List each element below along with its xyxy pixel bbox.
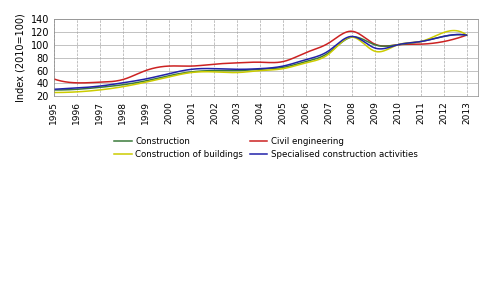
Civil engineering [78,81,84,85]
Specialised construction activities [351,35,357,38]
Civil engineering [312,48,317,51]
Line: Specialised construction activities: Specialised construction activities [54,34,466,89]
Civil engineering [463,33,469,37]
Civil engineering [102,80,107,84]
Specialised construction activities [463,33,469,37]
Legend: Construction, Construction of buildings, Civil engineering, Specialised construc: Construction, Construction of buildings,… [111,133,421,162]
Construction of buildings [51,91,57,94]
Construction of buildings [351,36,357,39]
Civil engineering [353,30,359,34]
Construction [102,85,107,89]
Construction of buildings [451,29,457,32]
Civil engineering [51,77,57,81]
Construction [51,88,57,92]
Y-axis label: Index (2010=100): Index (2010=100) [15,13,25,102]
Specialised construction activities [51,88,57,91]
Construction [186,70,192,74]
Construction [463,33,469,37]
Line: Civil engineering: Civil engineering [54,31,466,83]
Civil engineering [351,30,357,33]
Civil engineering [186,64,192,68]
Construction [350,35,356,39]
Specialised construction activities [214,67,220,71]
Specialised construction activities [185,68,191,71]
Construction [457,33,462,36]
Construction [215,69,221,72]
Civil engineering [348,29,353,33]
Construction of buildings [463,33,469,37]
Construction of buildings [101,88,106,91]
Specialised construction activities [457,33,462,36]
Construction of buildings [185,71,191,75]
Civil engineering [215,62,221,66]
Construction [54,88,60,92]
Construction of buildings [349,35,354,39]
Specialised construction activities [311,56,317,59]
Construction [352,35,358,39]
Construction of buildings [311,59,317,63]
Line: Construction of buildings: Construction of buildings [54,30,466,92]
Line: Construction: Construction [54,35,466,90]
Construction of buildings [214,70,220,74]
Specialised construction activities [101,84,106,88]
Specialised construction activities [349,35,354,38]
Construction [312,57,317,61]
